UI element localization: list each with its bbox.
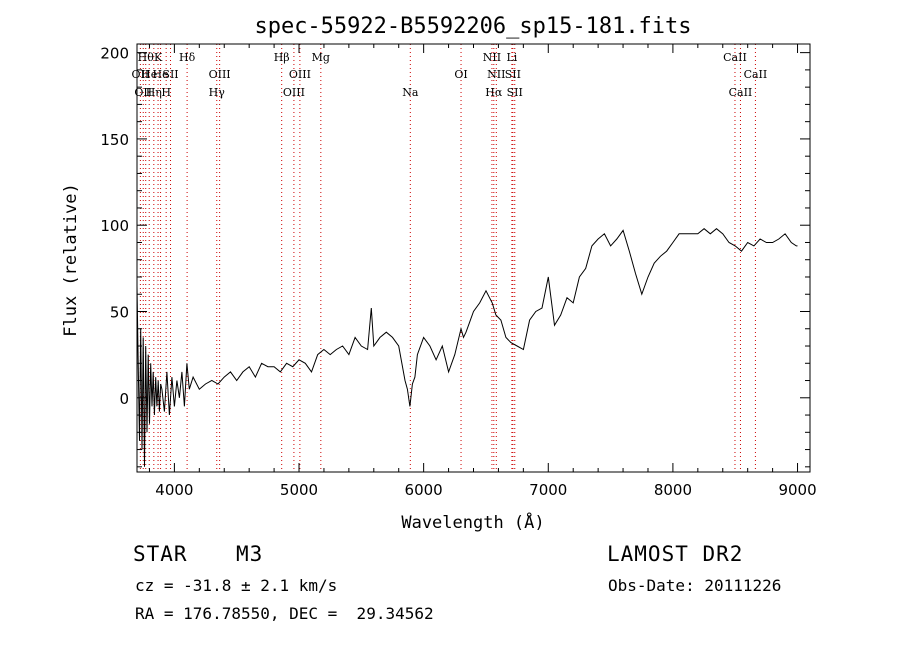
- line-marker-label: OIII: [283, 86, 305, 99]
- line-marker-label: Li: [506, 51, 517, 64]
- line-marker-label: OII: [134, 86, 152, 99]
- y-tick-label: 0: [119, 390, 129, 408]
- line-marker-label: H: [161, 86, 171, 99]
- line-marker-label: CaII: [729, 86, 753, 99]
- velocity-readout: cz = -31.8 ± 2.1 km/s: [135, 576, 338, 595]
- line-marker-label: SII: [162, 68, 178, 81]
- plot-frame: [136, 43, 811, 473]
- line-marker-label: Hθ: [138, 51, 155, 64]
- line-marker-label: Mg: [312, 51, 330, 64]
- observation-date: Obs-Date: 20111226: [608, 576, 782, 595]
- line-marker-label: Hβ: [274, 51, 290, 64]
- line-marker-label: NII: [487, 68, 505, 81]
- line-marker-label: OI: [454, 68, 467, 81]
- chart-title: spec-55922-B5592206_sp15-181.fits: [254, 14, 691, 39]
- x-tick-label: 9000: [778, 481, 816, 499]
- x-axis-label: Wavelength (Å): [401, 511, 544, 533]
- x-tick-label: 5000: [280, 481, 318, 499]
- line-marker-label: OIII: [209, 68, 231, 81]
- line-marker-label: He: [141, 68, 157, 81]
- object-subclass: M3: [236, 542, 264, 566]
- spectrum-line: [136, 228, 798, 467]
- line-marker-label: K: [154, 51, 163, 64]
- x-tick-label: 7000: [529, 481, 567, 499]
- line-marker-label: Hη: [146, 86, 162, 99]
- x-tick-label: 4000: [155, 481, 193, 499]
- y-axis-label: Flux (relative): [61, 183, 81, 337]
- x-tick-label: 8000: [654, 481, 692, 499]
- y-tick-label: 100: [100, 217, 129, 235]
- line-marker-label: CaII: [744, 68, 768, 81]
- line-marker-label: OII: [132, 68, 150, 81]
- y-tick-label: 200: [100, 45, 129, 63]
- y-tick-label: 150: [100, 131, 129, 149]
- line-marker-label: Hδ: [179, 51, 196, 64]
- line-marker-label: SII: [505, 68, 521, 81]
- x-tick-label: 6000: [405, 481, 443, 499]
- y-tick-label: 50: [110, 304, 129, 322]
- line-marker-label: He: [153, 68, 169, 81]
- y-axis-ticks: 0 50 100 150 200: [100, 45, 810, 468]
- line-marker-label: Hα: [485, 86, 503, 99]
- survey-name: LAMOST DR2: [607, 542, 744, 566]
- line-marker-labels: OIIOIIHθHeHηKHeHSIIHδHγOIIIHβOIIIOIIIMgN…: [132, 51, 768, 99]
- line-markers-group: [139, 44, 756, 472]
- line-marker-label: CaII: [723, 51, 747, 64]
- x-axis-ticks: 4000 5000 6000 7000 8000 9000: [148, 44, 817, 499]
- line-marker-label: SII: [507, 86, 523, 99]
- object-class: STAR: [133, 542, 188, 566]
- line-marker-label: NII: [483, 51, 501, 64]
- line-marker-label: OIII: [289, 68, 311, 81]
- line-marker-label: Na: [402, 86, 419, 99]
- coordinates-readout: RA = 176.78550, DEC = 29.34562: [135, 604, 434, 623]
- line-marker-label: Hγ: [209, 86, 226, 99]
